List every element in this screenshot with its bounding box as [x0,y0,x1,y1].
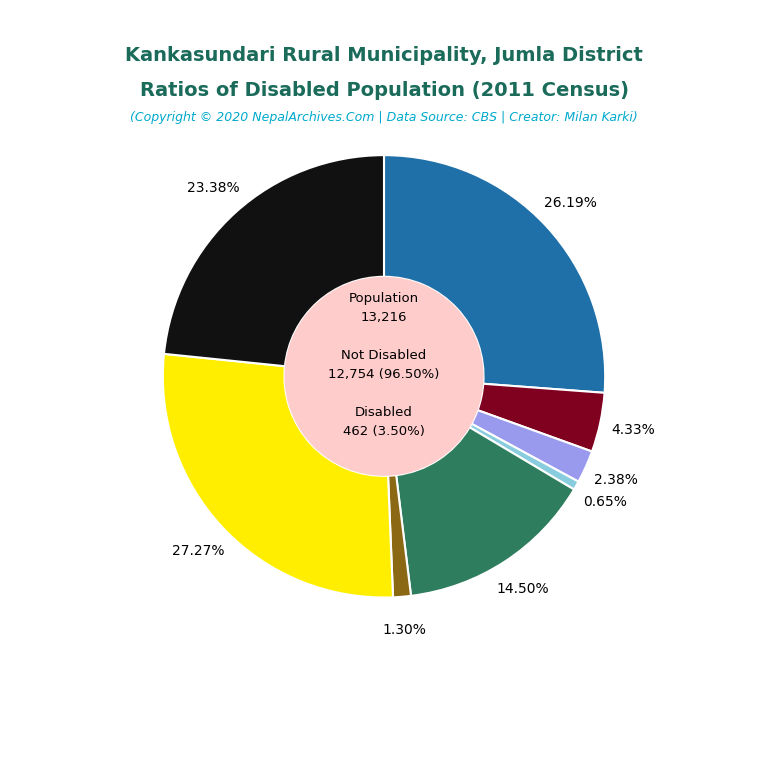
Text: Population
13,216

Not Disabled
12,754 (96.50%)

Disabled
462 (3.50%): Population 13,216 Not Disabled 12,754 (9… [328,293,440,439]
Wedge shape [164,155,384,366]
Text: 14.50%: 14.50% [497,582,549,597]
Text: 2.38%: 2.38% [594,473,638,488]
Text: 26.19%: 26.19% [544,197,597,210]
Text: 0.65%: 0.65% [583,495,627,509]
Wedge shape [396,427,574,596]
Text: Ratios of Disabled Population (2011 Census): Ratios of Disabled Population (2011 Cens… [140,81,628,100]
Wedge shape [478,384,604,452]
Text: Kankasundari Rural Municipality, Jumla District: Kankasundari Rural Municipality, Jumla D… [125,46,643,65]
Text: 1.30%: 1.30% [382,623,427,637]
Wedge shape [163,354,393,598]
Wedge shape [469,424,578,489]
Text: 4.33%: 4.33% [611,422,654,436]
Wedge shape [472,410,592,482]
Wedge shape [388,475,411,598]
Circle shape [284,276,484,476]
Wedge shape [384,155,605,393]
Text: (Copyright © 2020 NepalArchives.Com | Data Source: CBS | Creator: Milan Karki): (Copyright © 2020 NepalArchives.Com | Da… [130,111,638,124]
Text: 23.38%: 23.38% [187,180,240,194]
Text: 27.27%: 27.27% [173,544,225,558]
